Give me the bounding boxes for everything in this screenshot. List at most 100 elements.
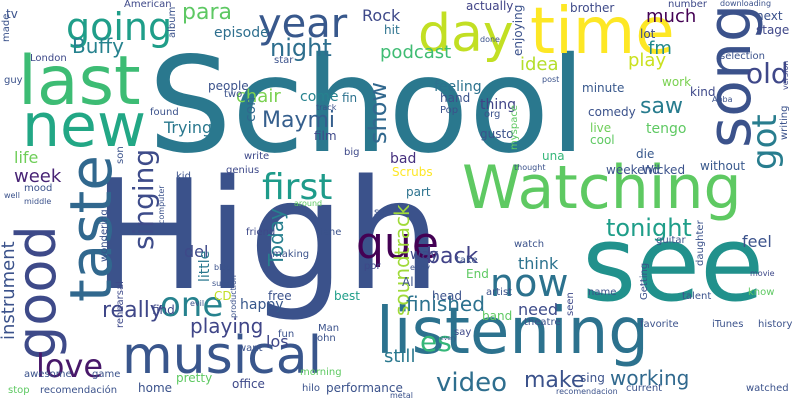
word: want bbox=[238, 343, 263, 354]
word: love bbox=[36, 347, 104, 385]
word: son bbox=[115, 146, 126, 164]
word: found bbox=[150, 107, 179, 118]
word: watch bbox=[514, 239, 545, 250]
word: kind bbox=[690, 85, 716, 99]
word: kid bbox=[176, 171, 191, 182]
word: last bbox=[18, 42, 141, 121]
word: next bbox=[756, 9, 783, 23]
word: week bbox=[14, 166, 62, 187]
word: enjoying bbox=[511, 4, 525, 56]
word: got bbox=[745, 114, 785, 170]
word: play bbox=[628, 50, 667, 71]
word: Man bbox=[318, 323, 340, 334]
word: computer bbox=[157, 185, 166, 224]
word: album bbox=[167, 6, 178, 38]
word: first bbox=[262, 167, 333, 208]
word: little bbox=[197, 250, 213, 282]
word: video bbox=[436, 368, 508, 398]
word: actually bbox=[466, 0, 514, 13]
word: End bbox=[466, 267, 489, 281]
word: para bbox=[182, 0, 232, 25]
word: game bbox=[92, 369, 121, 380]
word: show bbox=[364, 81, 392, 144]
word: talent bbox=[682, 291, 712, 302]
word: really bbox=[102, 298, 163, 323]
word: best bbox=[334, 289, 360, 303]
word: daughter bbox=[695, 220, 706, 266]
word: instrument bbox=[0, 241, 19, 340]
word: guy bbox=[4, 75, 23, 86]
word: chair bbox=[236, 86, 281, 107]
word: live bbox=[590, 121, 612, 135]
word: metal bbox=[390, 391, 413, 400]
word: musical bbox=[122, 326, 323, 386]
word: downloading bbox=[720, 0, 772, 8]
word: bad bbox=[390, 151, 417, 167]
word: rehearsal bbox=[115, 281, 126, 328]
word: org bbox=[484, 109, 501, 120]
word: year bbox=[258, 1, 348, 47]
word: por bbox=[364, 261, 381, 272]
word: hit bbox=[384, 23, 400, 37]
word: name bbox=[588, 287, 617, 298]
word: Getting bbox=[639, 262, 650, 300]
word: idea bbox=[520, 54, 559, 75]
word: star bbox=[274, 55, 294, 66]
word: con bbox=[243, 96, 259, 122]
word: finished bbox=[406, 292, 485, 316]
word: die bbox=[636, 147, 655, 161]
word: tiene bbox=[316, 227, 342, 238]
word: way bbox=[410, 247, 439, 263]
word: su bbox=[374, 207, 386, 218]
word: seen bbox=[565, 292, 576, 316]
word: feeling bbox=[434, 79, 482, 95]
word: tengo bbox=[646, 121, 687, 137]
word: feel bbox=[742, 232, 772, 251]
word: current bbox=[626, 383, 663, 394]
word: una bbox=[542, 149, 565, 163]
word: playing bbox=[190, 314, 264, 338]
word: well bbox=[4, 191, 20, 200]
word: around bbox=[294, 199, 323, 208]
word: make bbox=[524, 368, 585, 393]
word: old bbox=[746, 57, 789, 90]
word: Scrubs bbox=[392, 165, 433, 179]
word: much bbox=[646, 6, 697, 27]
word: fm bbox=[648, 38, 672, 59]
word: tonight bbox=[606, 214, 692, 242]
word: head bbox=[432, 289, 462, 303]
word: morning bbox=[300, 367, 342, 378]
word: find bbox=[152, 303, 175, 317]
word: sing bbox=[580, 371, 605, 385]
word: Al bbox=[402, 275, 414, 289]
word: writing bbox=[779, 105, 790, 140]
word: still bbox=[384, 346, 416, 367]
word: back bbox=[426, 244, 479, 269]
word: Watching bbox=[462, 153, 742, 223]
word: fin bbox=[342, 91, 358, 105]
word: Abba bbox=[712, 95, 733, 104]
word: awesome bbox=[24, 369, 72, 380]
word: theatre bbox=[524, 317, 561, 328]
word: lot bbox=[640, 27, 656, 41]
word: life bbox=[14, 148, 39, 167]
word: John bbox=[314, 333, 336, 344]
word: time bbox=[530, 0, 675, 69]
word: part bbox=[406, 185, 431, 199]
word: done bbox=[480, 35, 500, 44]
word: see bbox=[582, 203, 765, 325]
word: happy bbox=[240, 297, 284, 313]
word: fun bbox=[278, 329, 295, 340]
word: thing bbox=[480, 97, 517, 113]
word: que bbox=[356, 218, 439, 269]
word: take bbox=[456, 255, 478, 266]
word: Maymi bbox=[262, 108, 336, 133]
word: early bbox=[410, 263, 431, 272]
word: made bbox=[1, 13, 12, 42]
word: post bbox=[542, 75, 560, 84]
word: new bbox=[22, 91, 147, 161]
word: film bbox=[314, 129, 337, 143]
word: watched bbox=[746, 383, 789, 394]
word: two bbox=[224, 89, 243, 100]
word: think bbox=[518, 254, 559, 273]
